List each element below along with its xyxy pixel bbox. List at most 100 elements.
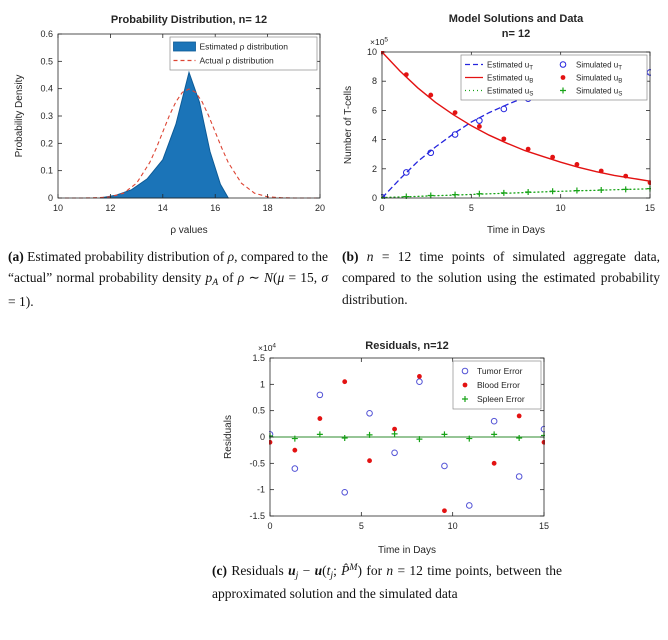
y-tick-label: 0 (48, 193, 53, 203)
axis-exponent: ×105 (370, 37, 388, 48)
legend-label: Estimated uS (487, 86, 533, 97)
y-axis-label: Number of T-cells (343, 86, 354, 164)
x-tick-label: 10 (53, 203, 63, 213)
caption-segment: ( (322, 563, 327, 578)
caption-segment: μ (277, 270, 285, 286)
caption-segment: ; (333, 563, 342, 578)
axis-ticks (57, 33, 321, 199)
caption-segment: ∼ (244, 270, 264, 286)
legend: Tumor Error Blood Error Spleen Error (452, 360, 542, 410)
legend-label: Spleen Error (477, 394, 525, 404)
chart-title: n= 12 (502, 28, 530, 40)
caption-segment: j (330, 569, 334, 581)
caption-segment: P̂ (341, 563, 350, 578)
series-layer (269, 374, 545, 514)
caption-segment: (a) (8, 249, 28, 264)
caption-c: (c) Residuals uj − u(tj; P̂M) for n = 12… (212, 560, 562, 605)
legend-label: Simulated uB (576, 73, 622, 84)
caption-segment: = 12 time points, between the approximat… (212, 563, 562, 602)
series-estimated-rho-distribution (99, 70, 230, 199)
y-tick-label: 1.5 (252, 353, 265, 363)
caption-segment: = 12 time points of simulated aggregate … (342, 249, 660, 307)
y-tick-label: -1 (257, 485, 265, 495)
caption-segment: of (218, 270, 238, 286)
legend-label: Estimated uT (487, 60, 533, 71)
caption-segment: t (326, 563, 331, 578)
caption-segment: M (349, 562, 358, 574)
x-tick-label: 0 (379, 203, 384, 213)
y-tick-label: 6 (372, 105, 377, 115)
caption-segment: , compared to the “actual” normal probab… (8, 249, 328, 286)
legend-label: Blood Error (477, 380, 520, 390)
series-estimated-uT (381, 73, 651, 199)
caption-segment: n (386, 563, 394, 578)
legend-label: Estimated ρ distribution (200, 41, 289, 51)
x-tick-label: 10 (556, 203, 566, 213)
caption-segment: Residuals (231, 563, 289, 578)
y-tick-label: 0.5 (40, 56, 53, 66)
caption-segment: u (314, 563, 323, 578)
legend-label: Simulated uS (576, 86, 622, 97)
caption-segment: n (366, 249, 374, 264)
y-tick-label: 0.6 (40, 29, 53, 39)
y-tick-label: 0 (372, 193, 377, 203)
legend-label: Estimated uB (487, 73, 533, 84)
x-tick-label: 16 (210, 203, 220, 213)
legend-label: Tumor Error (477, 366, 523, 376)
caption-segment: N (263, 270, 273, 286)
y-tick-label: 1 (260, 379, 265, 389)
chart-title: Probability Distribution, n= 12 (111, 14, 267, 26)
y-tick-label: 4 (372, 135, 377, 145)
series-layer (381, 51, 651, 199)
y-tick-label: -1.5 (249, 511, 265, 521)
y-axis-label: Residuals (223, 415, 234, 459)
caption-segment: (b) (342, 249, 367, 264)
y-tick-label: 2 (372, 164, 377, 174)
series-estimated-uB (381, 51, 651, 182)
x-tick-label: 12 (105, 203, 115, 213)
y-tick-label: 0.2 (40, 138, 53, 148)
y-tick-label: 8 (372, 76, 377, 86)
series-layer (58, 70, 320, 199)
x-tick-label: 5 (469, 203, 474, 213)
x-tick-label: 15 (539, 521, 549, 531)
caption-segment: = 15, (284, 270, 322, 286)
caption-segment: p (205, 270, 213, 286)
x-tick-label: 5 (359, 521, 364, 531)
x-tick-label: 14 (158, 203, 168, 213)
chart-title: Residuals, n=12 (365, 340, 448, 352)
chart-title: Model Solutions and Data (449, 13, 584, 25)
caption-segment: ( (272, 270, 278, 286)
caption-segment: σ (321, 270, 328, 286)
x-tick-label: 0 (267, 521, 272, 531)
caption-segment: Estimated probability distribution of (27, 249, 228, 264)
caption-segment: ρ (227, 249, 235, 264)
caption-segment: u (288, 563, 296, 578)
axis-ticks (269, 357, 545, 517)
series-actual-rho-distribution (58, 88, 320, 199)
caption-segment: (c) (212, 563, 232, 578)
legend-label: Simulated uT (576, 60, 622, 71)
legend: Estimated uT Estimated uB Estimated uS Simu… (460, 54, 648, 101)
y-tick-label: -0.5 (249, 458, 265, 468)
caption-segment: = 1). (8, 293, 34, 309)
x-tick-label: 18 (263, 203, 273, 213)
x-axis-label: Time in Days (487, 225, 545, 236)
y-tick-label: 0.1 (40, 166, 53, 176)
caption-segment: A (212, 277, 219, 289)
y-axis-label: Probability Density (14, 75, 25, 158)
caption-b: (b) n = 12 time points of simulated aggr… (342, 246, 660, 310)
axis-ticks (381, 51, 651, 199)
y-tick-label: 0.5 (252, 406, 265, 416)
legend: Estimated ρ distribution Actual ρ distrib… (169, 36, 318, 71)
x-axis-label: ρ values (170, 225, 207, 236)
y-tick-label: 0 (260, 432, 265, 442)
caption-segment: ρ (237, 270, 245, 286)
y-tick-label: 0.3 (40, 111, 53, 121)
series-simulated-uB (381, 51, 651, 186)
caption-a: (a) Estimated probability distribution o… (8, 246, 328, 312)
caption-segment: − (298, 563, 315, 578)
x-axis-label: Time in Days (378, 545, 436, 556)
y-tick-label: 0.4 (40, 84, 53, 94)
